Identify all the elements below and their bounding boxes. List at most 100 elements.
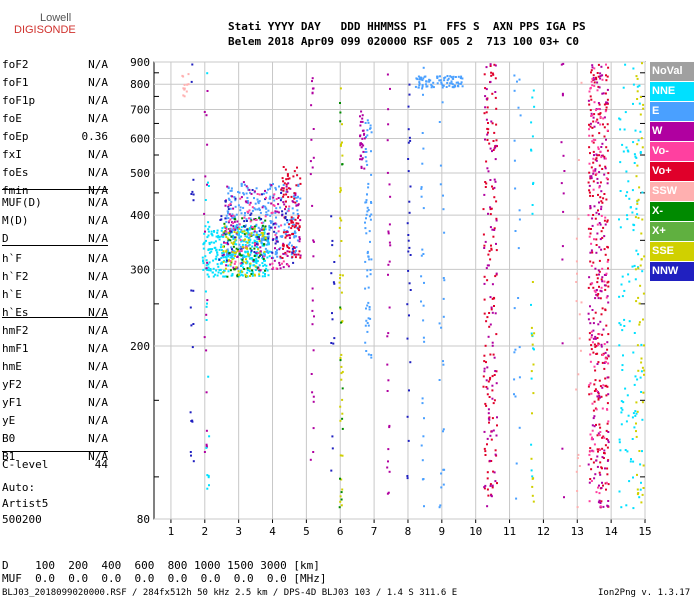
echo-point-cluster	[364, 201, 367, 204]
echo-point-column	[205, 267, 208, 270]
echo-point-column	[190, 454, 192, 457]
echo-point-cluster	[601, 280, 604, 283]
echo-point-column	[530, 326, 533, 329]
echo-point-cluster	[633, 264, 636, 267]
param-hmf2: hmF2 N/A	[2, 324, 108, 338]
echo-point-cluster	[253, 247, 256, 250]
echo-point-cluster	[275, 207, 278, 210]
echo-point-cluster	[299, 254, 302, 257]
echo-point-cluster	[495, 272, 498, 275]
echo-point-cluster	[598, 333, 601, 336]
echo-point-column	[311, 166, 314, 169]
echo-point-cluster	[591, 402, 594, 405]
echo-point-cluster	[249, 262, 252, 265]
echo-point-cluster	[592, 329, 595, 332]
echo-point-cluster	[248, 236, 251, 239]
echo-point-column	[421, 248, 424, 251]
echo-point-cluster	[621, 143, 624, 146]
echo-point-cluster	[589, 360, 592, 363]
echo-point-cluster	[251, 269, 254, 272]
echo-point-column	[386, 139, 389, 142]
echo-point-cluster	[596, 118, 599, 121]
echo-point-cluster	[246, 230, 249, 233]
echo-point-column	[438, 506, 441, 509]
echo-point-cluster	[242, 254, 245, 257]
echo-point-cluster	[231, 274, 234, 277]
echo-point-cluster	[250, 249, 253, 252]
echo-point-cluster	[238, 251, 241, 254]
echo-point-cluster	[627, 180, 630, 183]
echo-point-cluster	[588, 134, 591, 137]
echo-point-cluster	[253, 264, 256, 267]
echo-point-cluster	[599, 449, 601, 451]
echo-point-cluster	[226, 259, 228, 262]
echo-point-cluster	[287, 196, 290, 198]
echo-point-cluster	[265, 250, 268, 253]
echo-point-cluster	[221, 234, 224, 236]
echo-point-cluster	[600, 278, 603, 281]
echo-point-cluster	[244, 273, 247, 276]
echo-point-cluster	[598, 285, 600, 288]
echo-point-column	[386, 492, 389, 495]
echo-point-cluster	[286, 173, 289, 176]
echo-point-cluster	[224, 217, 227, 220]
echo-point-cluster	[295, 235, 298, 238]
echo-point-column	[339, 189, 342, 192]
echo-point-cluster	[282, 242, 285, 245]
echo-point-cluster	[273, 199, 276, 202]
echo-point-cluster	[219, 219, 222, 221]
echo-point-column	[407, 234, 410, 236]
echo-point-column	[442, 297, 445, 300]
echo-point-cluster	[600, 146, 603, 148]
echo-point-column	[513, 89, 516, 92]
echo-point-column	[311, 87, 314, 90]
echo-point-cluster	[488, 421, 490, 424]
echo-point-cluster	[605, 429, 608, 432]
echo-point-cluster	[235, 213, 238, 216]
echo-point-cluster	[642, 391, 645, 394]
echo-point-cluster	[276, 210, 279, 213]
echo-point-cluster	[487, 212, 489, 215]
echo-point-cluster	[491, 185, 493, 188]
echo-point-cluster	[247, 201, 249, 204]
echo-point-cluster	[590, 228, 592, 230]
echo-point-cluster	[596, 89, 599, 92]
echo-point-cluster	[640, 357, 643, 360]
legend-item-sse: SSE	[650, 242, 694, 261]
echo-point-cluster	[587, 312, 590, 315]
echo-point-column	[518, 209, 521, 212]
header-labels: Stati YYYY DAY DDD HHMMSS P1 FFS S AXN P…	[228, 20, 586, 33]
echo-point-cluster	[235, 243, 238, 246]
echo-point-cluster	[209, 248, 212, 251]
echo-point-cluster	[598, 273, 600, 276]
echo-point-cluster	[491, 228, 494, 231]
echo-point-column	[360, 167, 363, 169]
echo-point-cluster	[242, 266, 245, 269]
echo-point-cluster	[636, 410, 639, 413]
echo-point-cluster	[290, 195, 293, 198]
echo-point-cluster	[483, 367, 486, 370]
echo-point-cluster	[269, 214, 272, 217]
echo-point-column	[311, 204, 314, 207]
echo-point-column	[532, 477, 535, 480]
echo-point-cluster	[204, 225, 207, 228]
echo-point-cluster	[641, 218, 644, 221]
echo-point-cluster	[623, 289, 626, 292]
echo-point-cluster	[241, 230, 244, 233]
echo-point-cluster	[267, 274, 270, 277]
echo-point-column	[310, 138, 313, 141]
echo-point-cluster	[294, 231, 297, 234]
echo-point-column	[189, 306, 192, 309]
echo-point-cluster	[289, 187, 292, 190]
echo-point-cluster	[229, 239, 232, 242]
echo-point-cluster	[291, 233, 294, 236]
echo-point-cluster	[229, 263, 232, 266]
echo-point-cluster	[257, 202, 260, 205]
echo-point-cluster	[370, 150, 372, 153]
echo-point-cluster	[590, 175, 593, 178]
echo-point-cluster	[283, 253, 286, 256]
echo-point-cluster	[485, 182, 488, 185]
echo-point-cluster	[589, 122, 592, 125]
echo-point-cluster	[623, 318, 626, 321]
echo-point-cluster	[600, 156, 603, 159]
